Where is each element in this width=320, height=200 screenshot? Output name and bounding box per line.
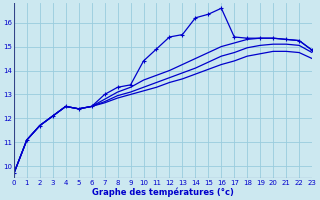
- X-axis label: Graphe des températures (°c): Graphe des températures (°c): [92, 187, 234, 197]
